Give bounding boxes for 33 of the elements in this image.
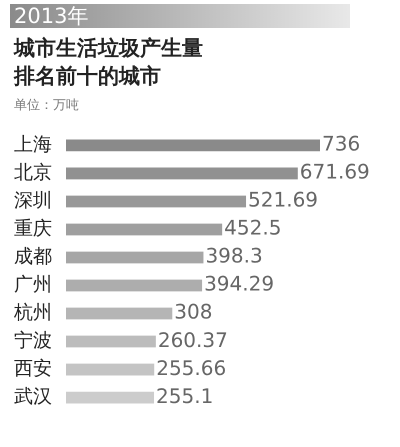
- data-label: 255.1: [156, 384, 214, 408]
- data-label: 398.3: [205, 244, 263, 268]
- y-tick-label: 上海: [14, 133, 52, 156]
- bar: [66, 308, 172, 320]
- data-label: 521.69: [248, 188, 318, 212]
- bar: [66, 140, 320, 152]
- bar: [66, 280, 202, 292]
- data-label: 671.69: [300, 160, 370, 184]
- bar: [66, 168, 298, 180]
- data-label: 308: [174, 300, 212, 324]
- data-label: 260.37: [158, 328, 228, 352]
- data-label: 736: [322, 132, 360, 156]
- y-tick-label: 武汉: [14, 386, 52, 408]
- bar: [66, 364, 154, 376]
- y-tick-label: 北京: [14, 161, 52, 184]
- text: 单位：万吨: [14, 97, 80, 114]
- y-tick-label: 杭州: [13, 301, 52, 324]
- chart-title: 2013年: [10, 4, 350, 28]
- bar: [66, 392, 154, 404]
- bar: [66, 252, 204, 264]
- bar: [66, 224, 222, 236]
- bar: [66, 196, 246, 208]
- y-tick-label: 重庆: [14, 217, 52, 240]
- data-label: 255.66: [156, 356, 226, 380]
- y-tick-label: 成都: [14, 245, 52, 268]
- y-tick-label: 深圳: [14, 189, 52, 212]
- chart-subtitle: 城市生活垃圾产生量排名前十的城市: [14, 35, 204, 90]
- data-label: 452.5: [224, 216, 282, 240]
- y-tick-label: 宁波: [14, 329, 52, 352]
- y-tick-label: 广州: [14, 273, 52, 296]
- y-tick-label: 西安: [14, 358, 52, 380]
- data-label: 394.29: [204, 272, 274, 296]
- bar: [66, 336, 156, 348]
